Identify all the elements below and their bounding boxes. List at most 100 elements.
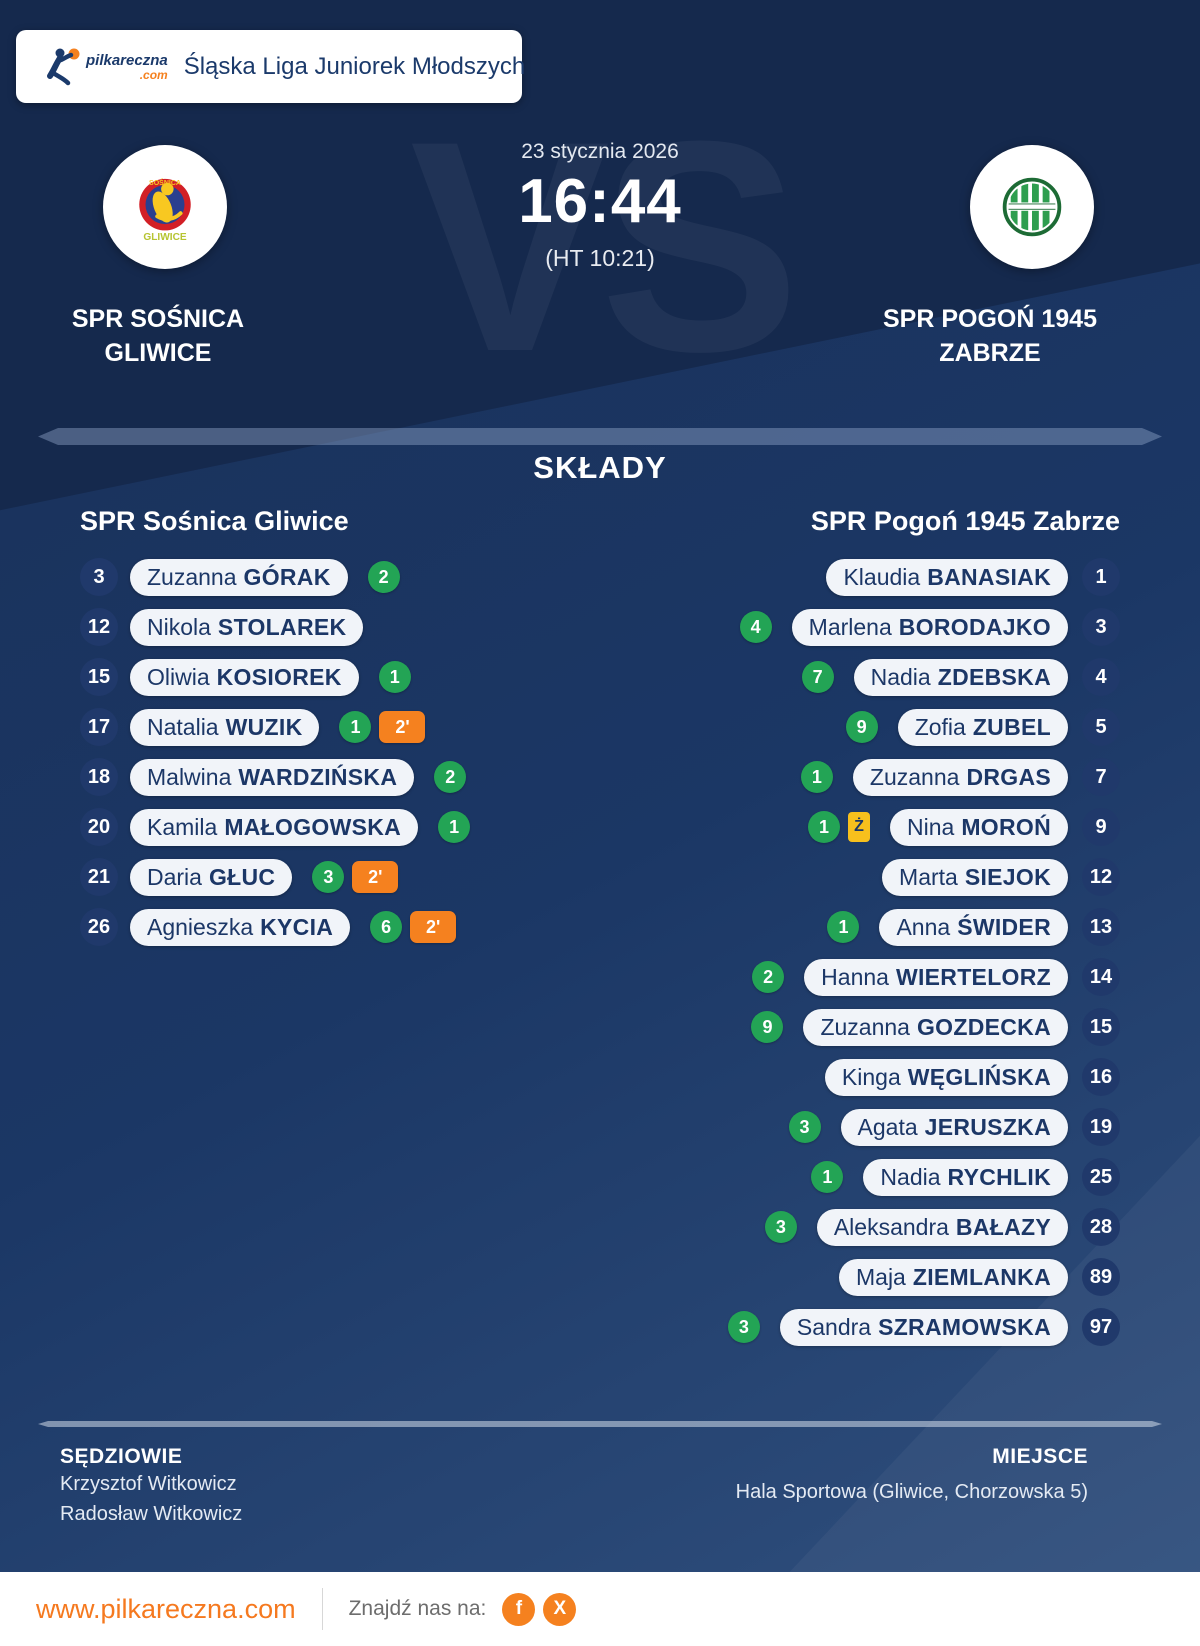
player-last-name: MAŁOGOWSKA <box>224 813 402 840</box>
player-row: 1 Ż Nina MOROŃ 9 <box>728 802 1120 852</box>
shirt-number: 15 <box>1082 1008 1120 1046</box>
player-last-name: ZUBEL <box>972 713 1051 740</box>
shirt-number: 12 <box>80 608 118 646</box>
shirt-number: 19 <box>1082 1108 1120 1146</box>
website-link[interactable]: www.pilkareczna.com <box>36 1593 296 1624</box>
player-row: Marta SIEJOK 12 <box>728 852 1120 902</box>
player-badges: 6 2' <box>370 911 457 943</box>
shirt-number: 25 <box>1082 1158 1120 1196</box>
player-row: Klaudia BANASIAK 1 <box>728 552 1120 602</box>
yellow-card-badge: Ż <box>848 812 871 842</box>
goals-badge: 6 <box>370 911 403 943</box>
shirt-number: 17 <box>80 708 118 746</box>
away-team-logo <box>970 145 1094 269</box>
player-name-pill: Nadia RYCHLIK <box>863 1158 1068 1196</box>
player-name-pill: Nina MOROŃ <box>890 808 1068 846</box>
player-first-name: Hanna <box>821 963 889 990</box>
venue-block: MIEJSCE Hala Sportowa (Gliwice, Chorzows… <box>736 1445 1088 1507</box>
player-last-name: MOROŃ <box>961 813 1051 840</box>
player-row: 3 Agata JERUSZKA 19 <box>728 1102 1120 1152</box>
player-row: 1 Nadia RYCHLIK 25 <box>728 1152 1120 1202</box>
player-row: 18 Malwina WARDZIŃSKA 2 <box>80 752 470 802</box>
player-badges: 9 <box>751 1011 784 1043</box>
shirt-number: 1 <box>1082 558 1120 596</box>
player-name-pill: Malwina WARDZIŃSKA <box>130 758 415 796</box>
player-first-name: Daria <box>147 863 202 890</box>
player-row: 4 Marlena BORODAJKO 3 <box>728 602 1120 652</box>
goals-badge: 1 <box>438 811 471 843</box>
brand-tld: .com <box>139 67 168 82</box>
league-title: Śląska Liga Juniorek Młodszych <box>183 52 526 80</box>
player-badges: 3 <box>788 1111 821 1143</box>
player-badges: 1 <box>827 911 860 943</box>
home-lineup-title: SPR Sośnica Gliwice <box>80 506 349 536</box>
venue-label: MIEJSCE <box>992 1445 1088 1468</box>
shirt-number: 97 <box>1082 1308 1120 1346</box>
player-name-pill: Zofia ZUBEL <box>897 708 1068 746</box>
match-center: 23 stycznia 2026 16:44 (HT 10:21) <box>400 140 800 272</box>
goals-badge: 3 <box>764 1211 797 1243</box>
shirt-number: 15 <box>80 658 118 696</box>
shirt-number: 9 <box>1082 808 1120 846</box>
player-first-name: Nadia <box>870 663 931 690</box>
brand-wordmark: pilkareczna .com <box>86 53 168 81</box>
player-first-name: Maja <box>856 1263 906 1290</box>
player-badges: 9 <box>845 711 878 743</box>
player-last-name: ŚWIDER <box>957 913 1051 940</box>
shirt-number: 12 <box>1082 858 1120 896</box>
player-last-name: SZRAMOWSKA <box>878 1313 1051 1340</box>
shirt-number: 14 <box>1082 958 1120 996</box>
player-name-pill: Kamila MAŁOGOWSKA <box>130 808 419 846</box>
player-last-name: BORODAJKO <box>898 613 1051 640</box>
player-name-pill: Marlena BORODAJKO <box>791 608 1068 646</box>
lineups-heading: SKŁADY <box>533 450 667 485</box>
header-card: pilkareczna .com Śląska Liga Juniorek Mł… <box>16 30 525 103</box>
player-last-name: WUZIK <box>225 713 303 740</box>
player-first-name: Sandra <box>796 1313 872 1340</box>
player-last-name: WIERTELORZ <box>895 963 1051 990</box>
player-last-name: GOZDECKA <box>916 1013 1051 1040</box>
player-badges: 2 <box>752 961 785 993</box>
player-first-name: Kinga <box>841 1063 901 1090</box>
player-last-name: BANASIAK <box>927 563 1051 590</box>
home-team-name-line2: GLIWICE <box>104 338 212 367</box>
player-last-name: WĘGLIŃSKA <box>907 1063 1051 1090</box>
player-first-name: Anna <box>896 913 951 940</box>
shirt-number: 28 <box>1082 1208 1120 1246</box>
player-badges: 1 <box>811 1161 844 1193</box>
shirt-number: 20 <box>80 808 118 846</box>
facebook-icon[interactable]: f <box>502 1592 536 1626</box>
handball-player-icon <box>47 48 80 85</box>
player-last-name: GÓRAK <box>243 563 331 590</box>
svg-text:GLIWICE: GLIWICE <box>143 232 187 243</box>
player-row: 21 Daria GŁUC 3 2' <box>80 852 470 902</box>
player-name-pill: Zuzanna GOZDECKA <box>803 1008 1068 1046</box>
player-name-pill: Kinga WĘGLIŃSKA <box>824 1058 1068 1096</box>
goals-badge: 2 <box>752 961 785 993</box>
player-badges: 1 <box>800 761 833 793</box>
player-badges: 3 2' <box>312 861 399 893</box>
away-player-list: Klaudia BANASIAK 1 4 Marlena BORODAJKO 3 7 Nadia… <box>727 552 1120 1352</box>
player-name-pill: Maja ZIEMLANKA <box>839 1258 1068 1296</box>
player-first-name: Zuzanna <box>869 763 960 790</box>
shirt-number: 3 <box>80 558 118 596</box>
vertical-separator <box>321 1588 323 1630</box>
player-last-name: SIEJOK <box>964 863 1051 890</box>
away-lineup-title: SPR Pogoń 1945 Zabrze <box>810 506 1120 536</box>
player-badges: 2 <box>367 561 400 593</box>
shirt-number: 3 <box>1082 608 1120 646</box>
player-row: Maja ZIEMLANKA 89 <box>728 1252 1120 1302</box>
svg-text:SOŚNICA: SOŚNICA <box>149 178 181 187</box>
x-icon[interactable]: X <box>543 1592 577 1626</box>
player-last-name: ZDEBSKA <box>937 663 1051 690</box>
player-first-name: Zuzanna <box>147 563 237 590</box>
player-row: 12 Nikola STOLAREK <box>80 602 470 652</box>
player-row: 15 Oliwia KOSIOREK 1 <box>80 652 470 702</box>
brand-logo: pilkareczna .com <box>38 45 168 89</box>
player-name-pill: Zuzanna GÓRAK <box>130 558 348 596</box>
shirt-number: 7 <box>1082 758 1120 796</box>
player-name-pill: Hanna WIERTELORZ <box>804 958 1068 996</box>
player-badges: 1 <box>378 661 411 693</box>
player-badges: 1 2' <box>339 711 426 743</box>
player-last-name: KOSIOREK <box>216 663 342 690</box>
